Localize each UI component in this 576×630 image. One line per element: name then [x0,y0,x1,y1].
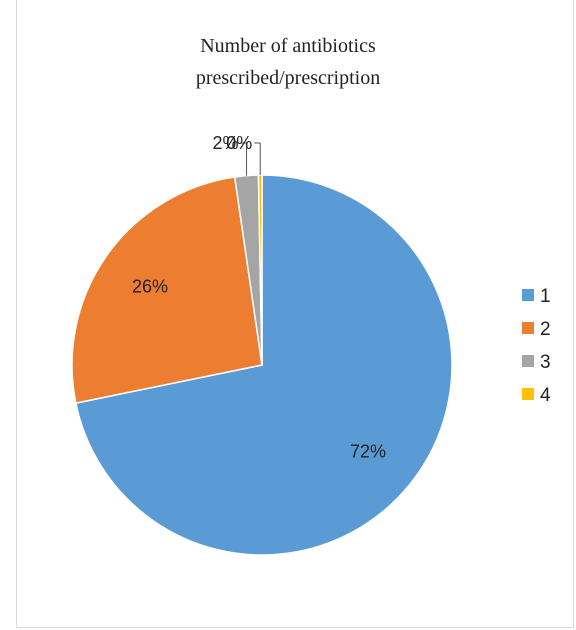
chart-title-line-2: prescribed/prescription [196,67,380,89]
data-label-4: 0% [226,133,252,153]
legend-swatch-3 [522,355,534,367]
pie-slice-1 [74,174,453,556]
legend-label-4: 4 [540,385,551,406]
legend-label-3: 3 [540,352,551,373]
pie-slice-2 [71,176,263,405]
chart-title-line-1: Number of antibiotics [200,35,376,57]
data-label-1: 72% [350,441,386,461]
legend-label-2: 2 [540,319,551,340]
legend-swatch-4 [522,388,534,400]
data-label-2: 26% [132,276,168,296]
legend-swatch-2 [522,322,534,334]
leader-lines [240,142,261,176]
legend-label-1: 1 [540,286,551,307]
leader-line-4 [254,142,261,176]
data-labels: 72% 26% 2%0% [132,133,386,461]
pie-slice-4 [257,174,263,366]
legend-swatch-1 [522,289,534,301]
pie-slices [71,174,453,556]
leader-line-3 [240,142,248,176]
legend: 1 2 3 4 [522,286,551,406]
data-label-3: 2% [213,133,239,153]
